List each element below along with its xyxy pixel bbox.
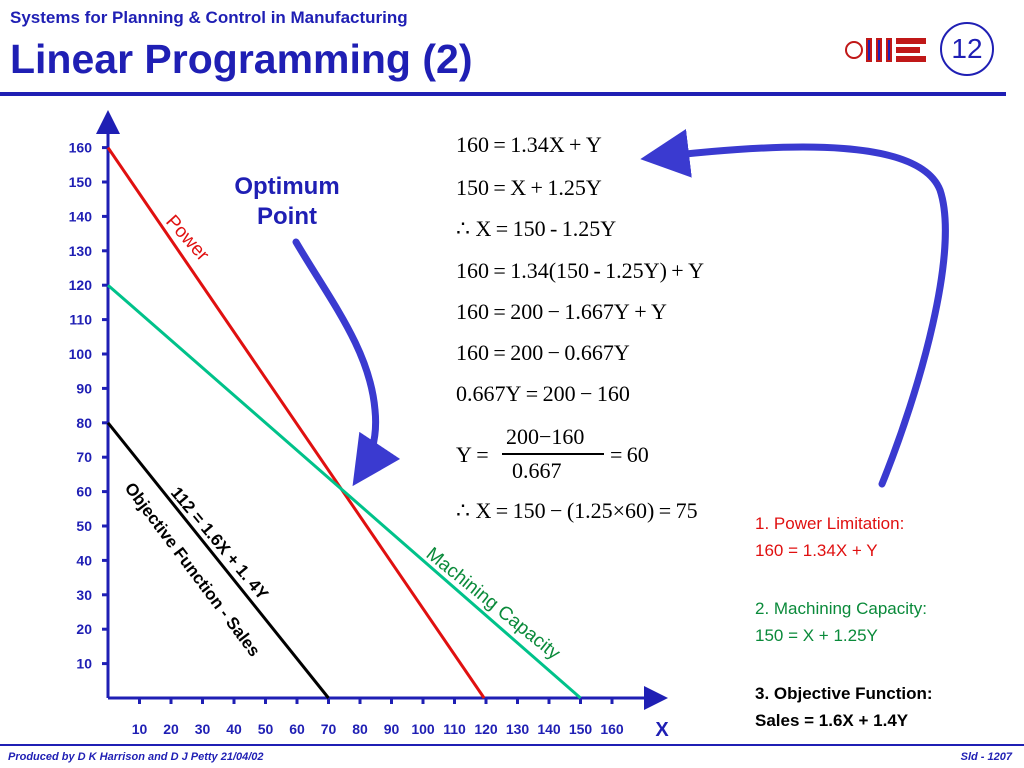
- power-line: [106, 146, 486, 699]
- fraction-denominator: 0.667: [512, 458, 562, 483]
- y-tick-label: 130: [69, 243, 93, 259]
- x-tick-label: 110: [443, 721, 466, 737]
- x-tick-label: 100: [411, 721, 435, 737]
- y-tick-label: 40: [76, 552, 92, 568]
- machining-line-label: Machining Capacity: [422, 544, 564, 665]
- fraction-bar: [502, 453, 604, 455]
- y-tick-label: 30: [76, 587, 92, 603]
- slide-number-badge: 12: [940, 22, 994, 76]
- legend-objective-equation: Sales = 1.6X + 1.4Y: [755, 711, 909, 730]
- y-tick-label: 140: [69, 208, 93, 224]
- x-tick-label: 160: [600, 721, 624, 737]
- y-tick-label: 160: [69, 140, 93, 156]
- equation-final: ∴ X = 150 − (1.25×60) = 75: [456, 498, 698, 523]
- y-tick-label: 120: [69, 277, 93, 293]
- footer-credit: Produced by D K Harrison and D J Petty 2…: [8, 751, 264, 763]
- equation-4: 160 = 1.34(150 - 1.25Y) + Y: [456, 258, 704, 283]
- title-divider: [0, 92, 1006, 96]
- x-tick-label: 130: [506, 721, 530, 737]
- optimum-label-line1: Optimum: [234, 173, 340, 200]
- optimum-point-label: Optimum Point: [222, 172, 352, 232]
- y-tick-label: 20: [76, 621, 92, 637]
- x-tick-label: 70: [321, 721, 337, 737]
- fraction-lhs: Y =: [456, 442, 489, 467]
- y-tick-label: 50: [76, 518, 92, 534]
- equation-1: 160 = 1.34X + Y: [456, 132, 602, 157]
- legend-machining-equation: 150 = X + 1.25Y: [755, 626, 878, 645]
- y-tick-label: 100: [69, 346, 93, 362]
- y-tick-label: 70: [76, 449, 92, 465]
- x-tick-label: 20: [163, 721, 179, 737]
- y-tick-label: 90: [76, 380, 92, 396]
- x-tick-label: 30: [195, 721, 211, 737]
- y-tick-label: 110: [69, 312, 92, 328]
- legend-power-title: 1. Power Limitation:: [755, 514, 905, 533]
- y-tick-label: 80: [76, 415, 92, 431]
- y-tick-label: 10: [76, 656, 92, 672]
- optimum-arrow: [292, 238, 401, 487]
- y-tick-label: 60: [76, 484, 92, 500]
- x-tick-label: 120: [474, 721, 498, 737]
- equation-6: 160 = 200 − 0.667Y: [456, 340, 630, 365]
- x-tick-label: 150: [569, 721, 593, 737]
- x-tick-label: 60: [289, 721, 305, 737]
- x-tick-label: 50: [258, 721, 274, 737]
- iie-logo: [844, 34, 940, 66]
- footer-divider: [0, 744, 1024, 746]
- x-tick-label: 10: [132, 721, 148, 737]
- equation-5: 160 = 200 − 1.667Y + Y: [456, 299, 667, 324]
- presentation-subtitle: Systems for Planning & Control in Manufa…: [10, 8, 408, 27]
- power-equation-arrow: [640, 129, 949, 488]
- footer-slide-ref: Sld - 1207: [960, 751, 1012, 763]
- equation-2: 150 = X + 1.25Y: [456, 175, 602, 200]
- y-tick-label: 150: [69, 174, 93, 190]
- equation-3: ∴ X = 150 - 1.25Y: [456, 216, 617, 241]
- lp-chart: X 10 20 30 40 50 60 70 80 90 100 110 120 130 140 150 16…: [69, 110, 949, 741]
- page-title: Linear Programming (2): [10, 36, 473, 82]
- fraction-numerator: 200−160: [506, 424, 585, 449]
- x-tick-label: 90: [384, 721, 400, 737]
- legend-power-equation: 160 = 1.34X + Y: [755, 541, 878, 560]
- optimum-label-line2: Point: [257, 203, 317, 230]
- x-axis-title: X: [655, 719, 669, 741]
- x-tick-label: 40: [226, 721, 242, 737]
- machining-capacity-line: [107, 284, 582, 700]
- x-tick-label: 80: [352, 721, 368, 737]
- equation-7: 0.667Y = 200 − 160: [456, 381, 630, 406]
- legend-machining-title: 2. Machining Capacity:: [755, 599, 927, 618]
- fraction-rhs: = 60: [610, 442, 649, 467]
- x-tick-label: 140: [537, 721, 561, 737]
- legend-objective-title: 3. Objective Function:: [755, 684, 933, 703]
- objective-function-line: [106, 421, 330, 699]
